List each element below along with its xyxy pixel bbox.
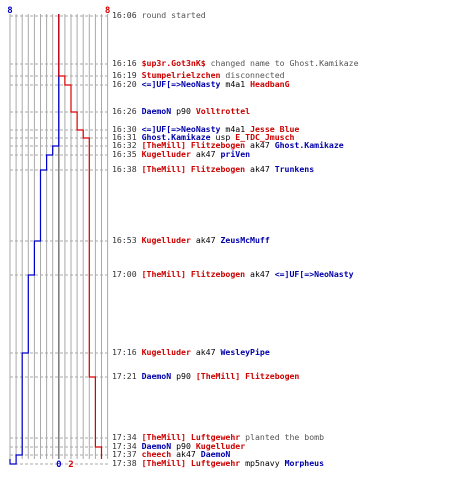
victim-name: Volltrottel xyxy=(195,106,251,116)
event-row: 16:38 [TheMill] Flitzebogen ak47 Trunken… xyxy=(112,165,314,174)
event-time: 17:16 xyxy=(112,347,137,357)
event-time: 17:21 xyxy=(112,371,137,381)
actor-name: DaemoN xyxy=(141,441,172,451)
ct-start-count: 8 xyxy=(7,6,12,16)
weapon-name: m4a1 xyxy=(225,124,246,134)
weapon-name: ak47 xyxy=(250,164,270,174)
event-text: planted the bomb xyxy=(245,432,324,442)
event-row: 17:00 [TheMill] Flitzebogen ak47 <=]UF[=… xyxy=(112,270,354,279)
victim-name: <=]UF[=>NeoNasty xyxy=(274,269,354,279)
victim-name: WesleyPipe xyxy=(220,347,270,357)
actor-name: $up3r.Got3nK$ xyxy=(141,58,206,68)
event-text: disconnected xyxy=(225,70,285,80)
event-time: 16:32 xyxy=(112,140,137,150)
event-time: 17:37 xyxy=(112,449,137,459)
weapon-name: ak47 xyxy=(195,149,216,159)
event-time: 17:00 xyxy=(112,269,137,279)
event-time: 16:16 xyxy=(112,58,137,68)
actor-name: [TheMill] Flitzebogen xyxy=(141,164,246,174)
actor-name: cheech xyxy=(141,449,172,459)
victim-name: ZeusMcMuff xyxy=(220,235,270,245)
event-row: 17:34 [TheMill] Luftgewehr planted the b… xyxy=(112,433,324,442)
victim-name: Ghost.Kamikaze xyxy=(274,140,344,150)
event-text: changed name to Ghost.Kamikaze xyxy=(210,58,359,68)
event-row: 16:32 [TheMill] Flitzebogen ak47 Ghost.K… xyxy=(112,141,344,150)
event-row: 16:19 Stumpelrielzchen disconnected xyxy=(112,71,285,80)
t-alive-series xyxy=(58,14,103,459)
event-time: 16:53 xyxy=(112,235,137,245)
victim-name: [TheMill] Flitzebogen xyxy=(195,371,300,381)
weapon-name: p90 xyxy=(176,441,191,451)
victim-name: Morpheus xyxy=(284,458,325,468)
weapon-name: usp xyxy=(215,132,231,142)
actor-name: Stumpelrielzchen xyxy=(141,70,221,80)
weapon-name: mp5navy xyxy=(245,458,280,468)
actor-name: [TheMill] Luftgewehr xyxy=(141,432,241,442)
victim-name: Kugelluder xyxy=(195,441,246,451)
victim-name: Trunkens xyxy=(274,164,315,174)
t-start-count: 8 xyxy=(105,6,110,16)
event-time: 16:06 xyxy=(112,10,137,20)
event-time: 16:19 xyxy=(112,70,137,80)
actor-name: Kugelluder xyxy=(141,235,191,245)
event-row: 17:21 DaemoN p90 [TheMill] Flitzebogen xyxy=(112,372,299,381)
actor-name: Kugelluder xyxy=(141,347,191,357)
weapon-name: ak47 xyxy=(195,235,216,245)
event-time: 16:35 xyxy=(112,149,137,159)
actor-name: <=]UF[=>NeoNasty xyxy=(141,79,221,89)
victim-name: priVen xyxy=(220,149,251,159)
actor-name: <=]UF[=>NeoNasty xyxy=(141,124,221,134)
victim-name: E_TDC_Jmusch xyxy=(235,132,295,142)
actor-name: [TheMill] Flitzebogen xyxy=(141,140,246,150)
weapon-name: ak47 xyxy=(176,449,196,459)
victim-name: DaemoN xyxy=(200,449,231,459)
weapon-name: p90 xyxy=(176,371,191,381)
weapon-name: ak47 xyxy=(250,269,270,279)
victim-name: Jesse Blue xyxy=(250,124,300,134)
event-time: 17:34 xyxy=(112,441,137,451)
t-end-count: 2 xyxy=(68,460,73,470)
event-time: 16:26 xyxy=(112,106,137,116)
event-row: 17:37 cheech ak47 DaemoN xyxy=(112,450,230,459)
event-time: 16:20 xyxy=(112,79,137,89)
event-row: 16:53 Kugelluder ak47 ZeusMcMuff xyxy=(112,236,270,245)
weapon-name: ak47 xyxy=(195,347,216,357)
actor-name: Kugelluder xyxy=(141,149,191,159)
event-row: 16:35 Kugelluder ak47 priVen xyxy=(112,150,250,159)
event-time: 16:38 xyxy=(112,164,137,174)
ct-end-count: 0 xyxy=(56,460,61,470)
event-row: 16:20 <=]UF[=>NeoNasty m4a1 HeadbanG xyxy=(112,80,290,89)
event-row: 16:26 DaemoN p90 Volltrottel xyxy=(112,107,250,116)
event-row: 16:30 <=]UF[=>NeoNasty m4a1 Jesse Blue xyxy=(112,125,299,134)
event-time: 17:38 xyxy=(112,458,137,468)
event-text: round started xyxy=(141,10,206,20)
victim-name: HeadbanG xyxy=(250,79,290,89)
weapon-name: m4a1 xyxy=(225,79,246,89)
actor-name: [TheMill] Luftgewehr xyxy=(141,458,241,468)
event-row: 16:16 $up3r.Got3nK$ changed name to Ghos… xyxy=(112,59,359,68)
event-time: 17:34 xyxy=(112,432,137,442)
actor-name: [TheMill] Flitzebogen xyxy=(141,269,246,279)
event-row: 17:16 Kugelluder ak47 WesleyPipe xyxy=(112,348,270,357)
ct-alive-series xyxy=(9,14,60,465)
weapon-name: ak47 xyxy=(250,140,270,150)
event-row: 17:38 [TheMill] Luftgewehr mp5navy Morph… xyxy=(112,459,324,468)
event-row: 16:31 Ghost.Kamikaze usp E_TDC_Jmusch xyxy=(112,133,294,142)
actor-name: DaemoN xyxy=(141,106,172,116)
actor-name: DaemoN xyxy=(141,371,172,381)
event-time: 16:30 xyxy=(112,124,137,134)
event-row: 16:06 round started xyxy=(112,11,206,20)
event-row: 17:34 DaemoN p90 Kugelluder xyxy=(112,442,245,451)
event-time: 16:31 xyxy=(112,132,137,142)
actor-name: Ghost.Kamikaze xyxy=(141,132,211,142)
weapon-name: p90 xyxy=(176,106,191,116)
